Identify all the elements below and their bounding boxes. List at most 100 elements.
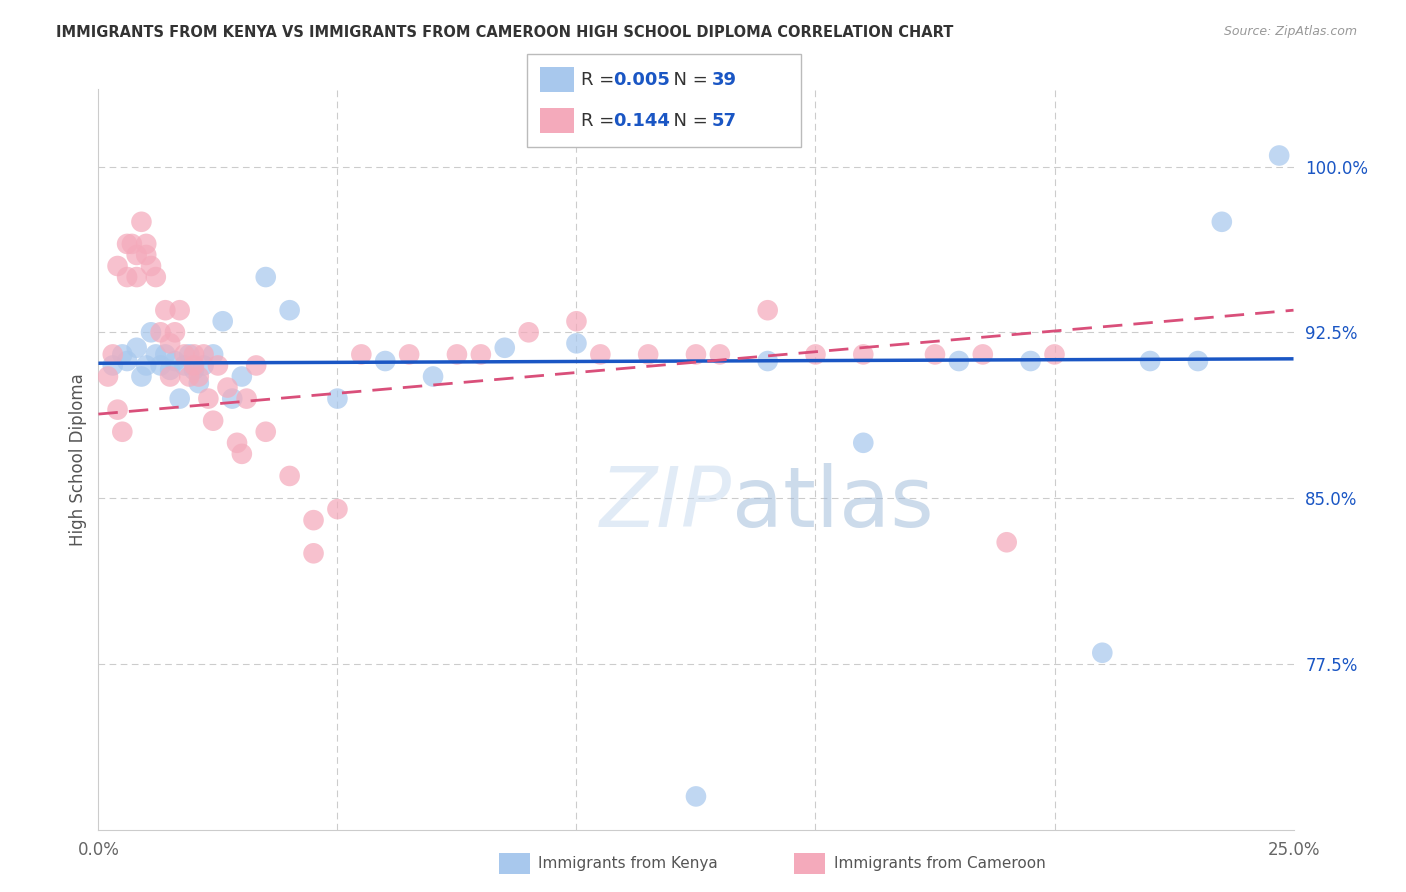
Point [125,248,148,262]
Point [565,336,588,351]
Point [159,336,181,351]
Point [149,326,172,340]
Point [163,326,186,340]
Point [155,347,177,361]
Point [155,303,177,318]
Point [302,513,325,527]
Point [1211,215,1233,229]
Point [254,425,277,439]
Point [131,369,153,384]
Text: Source: ZipAtlas.com: Source: ZipAtlas.com [1223,25,1357,38]
Point [115,354,138,368]
Point [159,363,181,377]
Point [187,376,209,391]
Point [135,236,157,251]
Point [326,502,349,516]
Point [350,347,373,361]
Point [235,392,257,406]
Point [374,354,396,368]
Text: 0.005: 0.005 [613,70,669,88]
Point [139,326,162,340]
Text: Immigrants from Kenya: Immigrants from Kenya [538,856,718,871]
Point [637,347,659,361]
Point [169,392,191,406]
Point [111,347,134,361]
Point [101,359,124,373]
Point [149,359,172,373]
Text: ZIP: ZIP [600,463,733,544]
Point [193,347,215,361]
Point [115,236,138,251]
Point [804,347,827,361]
Point [231,369,253,384]
Point [121,236,143,251]
Point [685,347,707,361]
Point [589,347,612,361]
Point [145,347,167,361]
Text: Immigrants from Cameroon: Immigrants from Cameroon [834,856,1046,871]
Point [197,392,219,406]
Point [756,354,779,368]
Text: R =: R = [581,70,620,88]
Point [125,341,148,355]
Point [1187,354,1209,368]
Point [326,392,349,406]
Point [179,369,201,384]
Point [231,447,253,461]
Point [202,414,225,428]
Point [131,215,153,229]
Point [278,469,301,483]
Point [115,270,138,285]
Point [139,259,162,273]
Point [1019,354,1042,368]
Point [125,270,148,285]
Point [173,347,195,361]
Point [995,535,1018,549]
Point [183,359,205,373]
Point [972,347,994,361]
Point [101,347,124,361]
Point [187,369,209,384]
Y-axis label: High School Diploma: High School Diploma [69,373,87,546]
Point [422,369,444,384]
Point [173,359,195,373]
Point [163,354,186,368]
Point [278,303,301,318]
Point [1091,646,1114,660]
Point [135,248,157,262]
Text: 39: 39 [711,70,737,88]
Point [494,341,516,355]
Point [169,303,191,318]
Text: IMMIGRANTS FROM KENYA VS IMMIGRANTS FROM CAMEROON HIGH SCHOOL DIPLOMA CORRELATIO: IMMIGRANTS FROM KENYA VS IMMIGRANTS FROM… [56,25,953,40]
Point [852,347,875,361]
Point [254,270,277,285]
Point [1043,347,1066,361]
Point [924,347,946,361]
Point [852,435,875,450]
Point [135,359,157,373]
Text: R =: R = [581,112,626,130]
Point [756,303,779,318]
Text: N =: N = [662,112,714,130]
Point [207,359,229,373]
Point [111,425,134,439]
Point [183,363,205,377]
Point [446,347,468,361]
Point [179,347,201,361]
Point [97,369,120,384]
Point [517,326,540,340]
Point [221,392,243,406]
Point [565,314,588,328]
Point [211,314,233,328]
Point [202,347,225,361]
Point [226,435,249,450]
Text: 0.144: 0.144 [613,112,669,130]
Point [948,354,970,368]
Point [470,347,492,361]
Point [1268,148,1291,162]
Text: atlas: atlas [733,463,934,544]
Point [1139,354,1161,368]
Point [107,259,129,273]
Point [709,347,731,361]
Point [145,270,167,285]
